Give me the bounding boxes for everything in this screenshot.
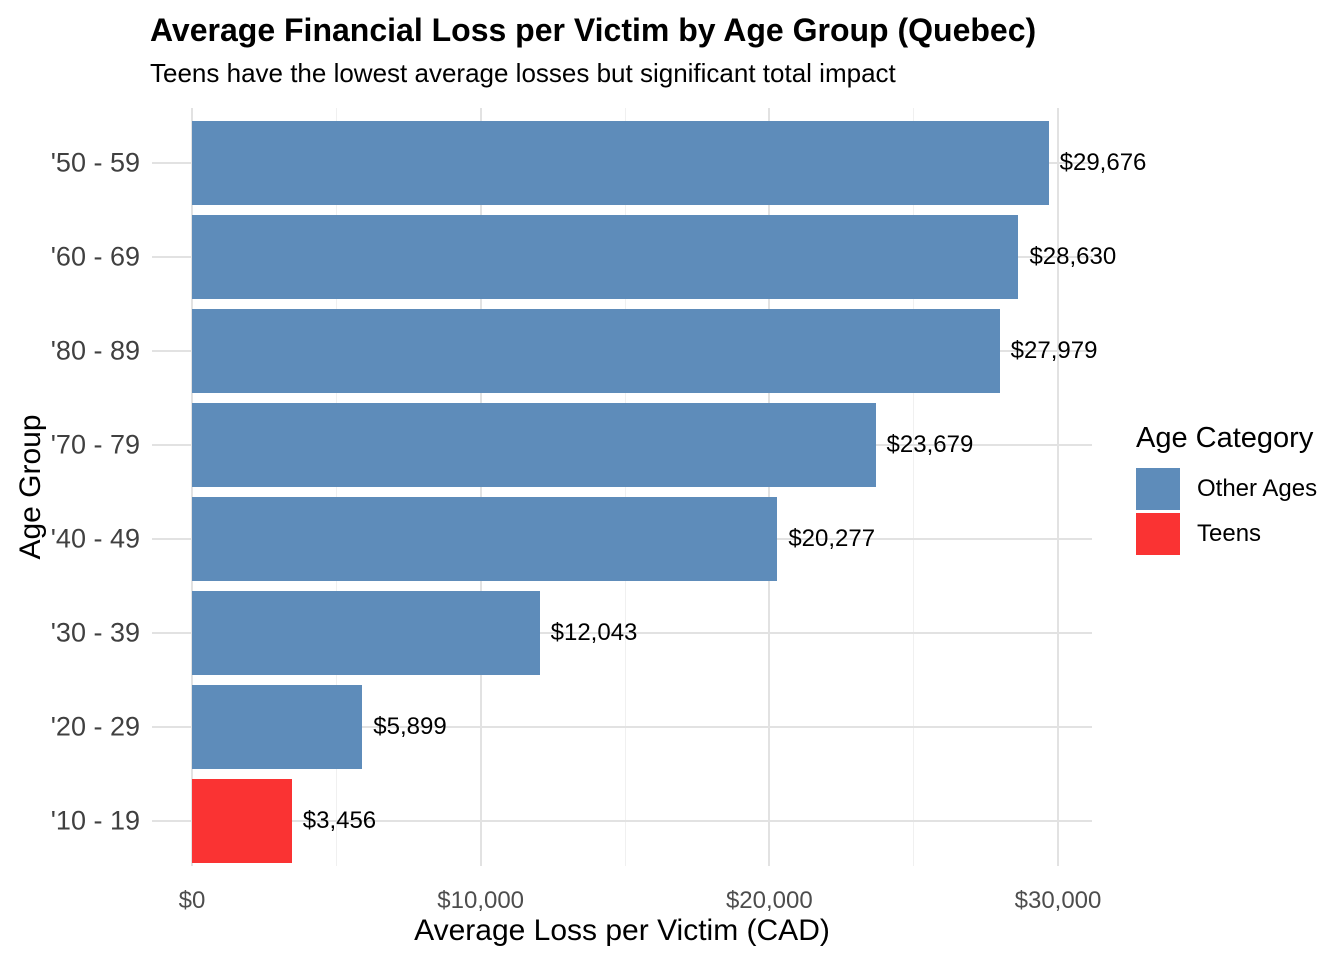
bar-60-69 [192, 215, 1019, 299]
legend-item-other-ages: Other Ages [1136, 468, 1317, 510]
gridline-y-major [152, 726, 1092, 728]
y-tick-label-70-79: '70 - 79 [50, 429, 140, 460]
x-axis-title: Average Loss per Victim (CAD) [414, 914, 830, 947]
legend-item-teens: Teens [1136, 513, 1317, 555]
x-tick-label-0: $0 [178, 887, 206, 914]
bar-70-79 [192, 403, 876, 487]
bar-80-89 [192, 309, 1000, 393]
y-tick-label-30-39: '30 - 39 [50, 617, 140, 648]
gridline-x-major [191, 108, 193, 866]
legend-swatch-teens [1136, 513, 1180, 555]
bar-value-label-70-79: $23,679 [886, 431, 974, 458]
y-tick-label-40-49: '40 - 49 [50, 523, 140, 554]
gridline-y-major [152, 820, 1092, 822]
gridline-x-major [1057, 108, 1059, 866]
plot-panel: $29,676 $28,630 $27,979 $23,679 $20,277 $12,0… [152, 108, 1146, 866]
bar-value-label-60-69: $28,630 [1029, 243, 1117, 270]
bar-value-label-80-89: $27,979 [1010, 337, 1098, 364]
chart-title: Average Financial Loss per Victim by Age… [150, 12, 1037, 48]
y-tick-label-80-89: '80 - 89 [50, 335, 140, 366]
x-tick-label-10-000: $10,000 [437, 887, 525, 914]
bar-value-label-30-39: $12,043 [550, 619, 638, 646]
gridline-x-major [479, 108, 482, 866]
bar-50-59 [192, 121, 1049, 205]
y-tick-label-60-69: '60 - 69 [50, 241, 140, 272]
x-tick-label-30-000: $30,000 [1014, 887, 1102, 914]
legend-title: Age Category [1136, 422, 1314, 454]
chart-subtitle: Teens have the lowest average losses but… [150, 58, 896, 88]
bar-value-label-50-59: $29,676 [1059, 149, 1147, 176]
gridline-x-minor [913, 108, 915, 866]
gridline-x-minor [624, 108, 626, 866]
legend: Age Category Other Ages Teens [1136, 422, 1317, 558]
y-tick-label-50-59: '50 - 59 [50, 147, 140, 178]
legend-swatch-other-ages [1136, 468, 1180, 510]
bar-40-49 [192, 497, 778, 581]
legend-label-teens: Teens [1197, 520, 1262, 547]
bar-20-29 [192, 685, 363, 769]
y-tick-label-10-19: '10 - 19 [50, 805, 140, 836]
legend-label-other-ages: Other Ages [1197, 475, 1318, 502]
gridline-x-minor [335, 108, 337, 866]
bar-value-label-20-29: $5,899 [373, 713, 447, 740]
bar-30-39 [192, 591, 540, 675]
y-tick-label-20-29: '20 - 29 [50, 711, 140, 742]
gridline-x-major [768, 108, 771, 866]
bar-value-label-10-19: $3,456 [302, 807, 377, 834]
x-tick-label-20-000: $20,000 [725, 887, 813, 914]
bar-10-19 [192, 779, 292, 863]
gridline-y-major [152, 632, 1092, 634]
bar-value-label-40-49: $20,277 [788, 525, 876, 552]
